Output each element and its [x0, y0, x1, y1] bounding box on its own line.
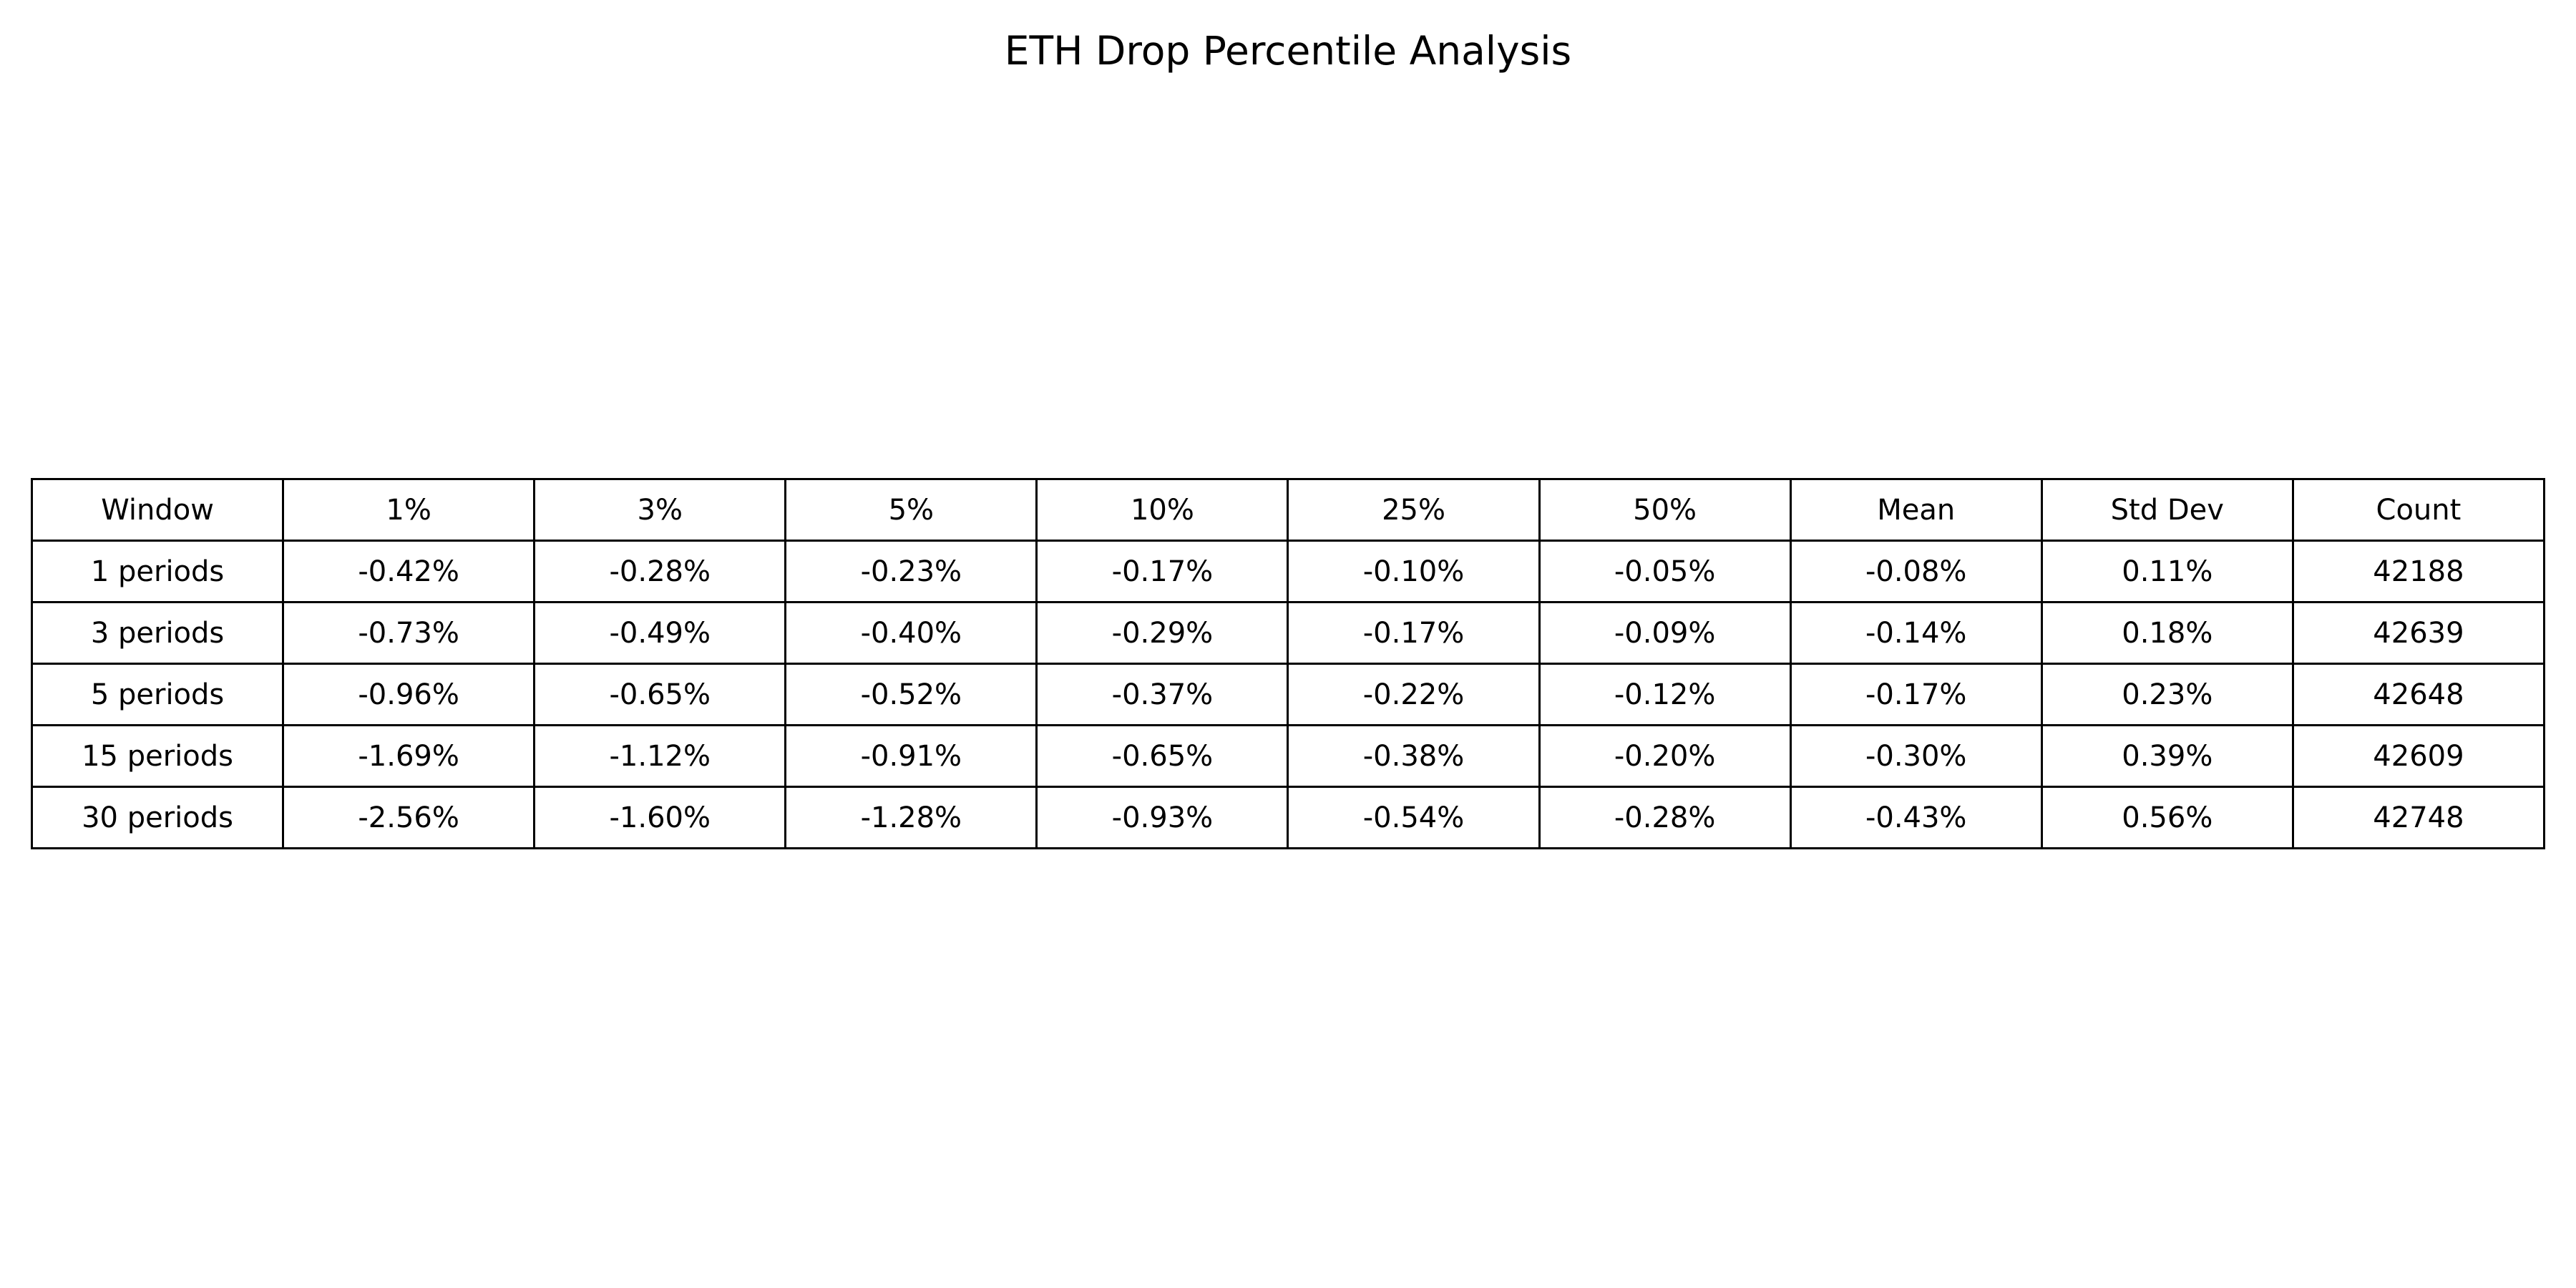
table-cell: -0.20% — [1538, 724, 1792, 788]
table-cell: -0.05% — [1538, 540, 1792, 603]
table-cell: 42748 — [2291, 786, 2546, 849]
chart-title: ETH Drop Percentile Analysis — [1004, 28, 1572, 74]
table-cell: -0.17% — [1035, 540, 1289, 603]
table-cell: -0.29% — [1035, 601, 1289, 665]
table-row: 3 periods -0.73% -0.49% -0.40% -0.29% -0… — [30, 601, 2546, 665]
table-cell: -0.54% — [1287, 786, 1541, 849]
table-cell: -1.60% — [533, 786, 787, 849]
column-header-p25: 25% — [1287, 478, 1541, 542]
table-cell: -0.09% — [1538, 601, 1792, 665]
table-row: 30 periods -2.56% -1.60% -1.28% -0.93% -… — [30, 786, 2546, 849]
stats-table-container: Window 1% 3% 5% 10% 25% 50% Mean Std Dev… — [30, 478, 2546, 849]
table-cell: -0.40% — [784, 601, 1038, 665]
table-cell: -1.28% — [784, 786, 1038, 849]
table-cell: 0.18% — [2040, 601, 2294, 665]
table-cell: -0.23% — [784, 540, 1038, 603]
column-header-window: Window — [30, 478, 285, 542]
table-cell: -0.17% — [1789, 663, 2043, 726]
table-cell: -0.30% — [1789, 724, 2043, 788]
column-header-p50: 50% — [1538, 478, 1792, 542]
column-header-p3: 3% — [533, 478, 787, 542]
column-header-std-dev: Std Dev — [2040, 478, 2294, 542]
table-cell: 0.11% — [2040, 540, 2294, 603]
table-cell: 1 periods — [30, 540, 285, 603]
table-cell: 0.39% — [2040, 724, 2294, 788]
table-cell: 3 periods — [30, 601, 285, 665]
table-row: 5 periods -0.96% -0.65% -0.52% -0.37% -0… — [30, 663, 2546, 726]
table-cell: -0.22% — [1287, 663, 1541, 726]
table-cell: 15 periods — [30, 724, 285, 788]
table-cell: -0.49% — [533, 601, 787, 665]
table-cell: 42609 — [2291, 724, 2546, 788]
table-cell: 42648 — [2291, 663, 2546, 726]
column-header-p10: 10% — [1035, 478, 1289, 542]
table-cell: -0.28% — [533, 540, 787, 603]
table-cell: -0.28% — [1538, 786, 1792, 849]
table-cell: -0.10% — [1287, 540, 1541, 603]
table-cell: -0.73% — [282, 601, 536, 665]
table-cell: 42639 — [2291, 601, 2546, 665]
table-cell: -1.12% — [533, 724, 787, 788]
table-cell: -0.65% — [533, 663, 787, 726]
table-cell: 42188 — [2291, 540, 2546, 603]
column-header-mean: Mean — [1789, 478, 2043, 542]
table-cell: -0.37% — [1035, 663, 1289, 726]
table-cell: -0.12% — [1538, 663, 1792, 726]
column-header-count: Count — [2291, 478, 2546, 542]
table-cell: 30 periods — [30, 786, 285, 849]
table-cell: -0.14% — [1789, 601, 2043, 665]
table-cell: -0.52% — [784, 663, 1038, 726]
table-cell: 0.56% — [2040, 786, 2294, 849]
table-cell: -0.17% — [1287, 601, 1541, 665]
table-cell: 5 periods — [30, 663, 285, 726]
table-cell: -0.42% — [282, 540, 536, 603]
percentile-table: Window 1% 3% 5% 10% 25% 50% Mean Std Dev… — [30, 478, 2546, 849]
table-cell: 0.23% — [2040, 663, 2294, 726]
table-row: 15 periods -1.69% -1.12% -0.91% -0.65% -… — [30, 724, 2546, 788]
table-cell: -2.56% — [282, 786, 536, 849]
table-cell: -0.38% — [1287, 724, 1541, 788]
column-header-p5: 5% — [784, 478, 1038, 542]
table-cell: -0.91% — [784, 724, 1038, 788]
table-row: 1 periods -0.42% -0.28% -0.23% -0.17% -0… — [30, 540, 2546, 603]
column-header-p1: 1% — [282, 478, 536, 542]
table-cell: -0.96% — [282, 663, 536, 726]
table-cell: -0.93% — [1035, 786, 1289, 849]
table-cell: -0.08% — [1789, 540, 2043, 603]
table-cell: -1.69% — [282, 724, 536, 788]
table-header-row: Window 1% 3% 5% 10% 25% 50% Mean Std Dev… — [30, 478, 2546, 542]
table-cell: -0.65% — [1035, 724, 1289, 788]
table-cell: -0.43% — [1789, 786, 2043, 849]
